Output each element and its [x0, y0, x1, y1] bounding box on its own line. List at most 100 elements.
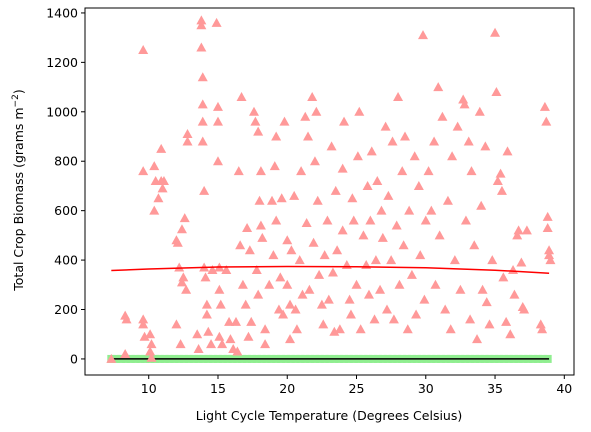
y-tick-label: 600 — [54, 203, 78, 218]
data-point — [544, 250, 555, 260]
data-point — [402, 324, 413, 334]
data-point — [398, 240, 409, 250]
data-point — [308, 237, 319, 247]
data-point — [236, 91, 247, 101]
data-point — [429, 136, 440, 146]
data-point — [347, 193, 358, 203]
data-point — [174, 262, 185, 272]
data-point — [145, 329, 156, 339]
data-point — [365, 215, 376, 225]
data-point — [496, 185, 507, 195]
data-point — [153, 193, 164, 203]
y-tick-label: 200 — [54, 302, 78, 317]
data-point — [296, 166, 307, 176]
data-point — [200, 272, 211, 282]
data-point — [275, 272, 286, 282]
data-point — [323, 294, 334, 304]
data-point — [249, 106, 260, 116]
data-point — [339, 116, 350, 126]
data-point — [312, 195, 323, 205]
data-point — [212, 101, 223, 111]
data-point — [348, 215, 359, 225]
data-point — [502, 146, 513, 156]
data-point — [447, 151, 458, 161]
data-point — [300, 111, 311, 121]
x-tick-label: 20 — [279, 381, 295, 396]
y-axis-label-unit-superscript: −2 — [11, 94, 21, 107]
data-point — [459, 99, 470, 109]
data-point — [199, 185, 210, 195]
data-point — [285, 299, 296, 309]
data-point — [330, 185, 341, 195]
x-tick-label: 40 — [556, 381, 572, 396]
data-point — [420, 215, 431, 225]
data-point — [452, 121, 463, 131]
data-point — [138, 45, 149, 55]
data-point — [254, 195, 265, 205]
data-point — [344, 294, 355, 304]
data-point — [541, 116, 552, 126]
data-point — [149, 161, 160, 171]
data-point — [358, 230, 369, 240]
data-point — [255, 220, 266, 230]
data-point — [212, 156, 223, 166]
data-point — [120, 348, 131, 358]
data-point — [149, 205, 160, 215]
data-point — [388, 314, 399, 324]
data-point — [519, 304, 530, 314]
data-point — [192, 329, 203, 339]
data-point — [232, 346, 243, 356]
data-point — [197, 116, 208, 126]
data-point — [341, 260, 352, 270]
data-point — [492, 175, 503, 185]
data-point — [282, 279, 293, 289]
data-point — [386, 255, 397, 265]
data-point — [487, 255, 498, 265]
data-point — [399, 131, 410, 141]
data-point — [423, 166, 434, 176]
data-point — [146, 339, 157, 349]
data-point — [362, 180, 373, 190]
data-point — [211, 17, 222, 27]
data-point — [303, 131, 314, 141]
data-point — [230, 316, 241, 326]
data-point — [243, 331, 254, 341]
data-point — [332, 245, 343, 255]
data-point — [383, 190, 394, 200]
data-point — [253, 289, 264, 299]
data-point — [337, 225, 348, 235]
data-point — [472, 334, 483, 344]
data-point — [415, 250, 426, 260]
x-axis-label: Light Cycle Temperature (Degrees Celsius… — [196, 408, 463, 423]
svg-text:Total Crop Biomass (grams m−2): Total Crop Biomass (grams m−2) — [11, 89, 26, 291]
data-point — [271, 131, 282, 141]
trend-line — [111, 265, 550, 274]
data-point — [442, 195, 453, 205]
y-tick-label: 1200 — [46, 55, 78, 70]
data-point — [463, 136, 474, 146]
data-point — [276, 193, 287, 203]
plot-area — [106, 15, 556, 363]
data-point — [409, 151, 420, 161]
data-point — [253, 126, 264, 136]
data-point — [480, 141, 491, 151]
y-axis-label: Total Crop Biomass (grams m−2) — [11, 89, 26, 291]
data-point — [469, 240, 480, 250]
y-tick-label: 400 — [54, 253, 78, 268]
data-point — [437, 111, 448, 121]
data-point — [282, 235, 293, 245]
data-point — [182, 129, 193, 139]
data-point — [138, 319, 149, 329]
data-point — [381, 304, 392, 314]
data-point — [237, 279, 248, 289]
data-point — [181, 284, 192, 294]
data-point — [214, 284, 225, 294]
data-point — [197, 72, 208, 82]
data-point — [158, 175, 169, 185]
data-point — [215, 299, 226, 309]
data-point — [264, 279, 275, 289]
data-point — [176, 277, 187, 287]
y-tick-label: 0 — [70, 351, 78, 366]
data-point — [286, 245, 297, 255]
